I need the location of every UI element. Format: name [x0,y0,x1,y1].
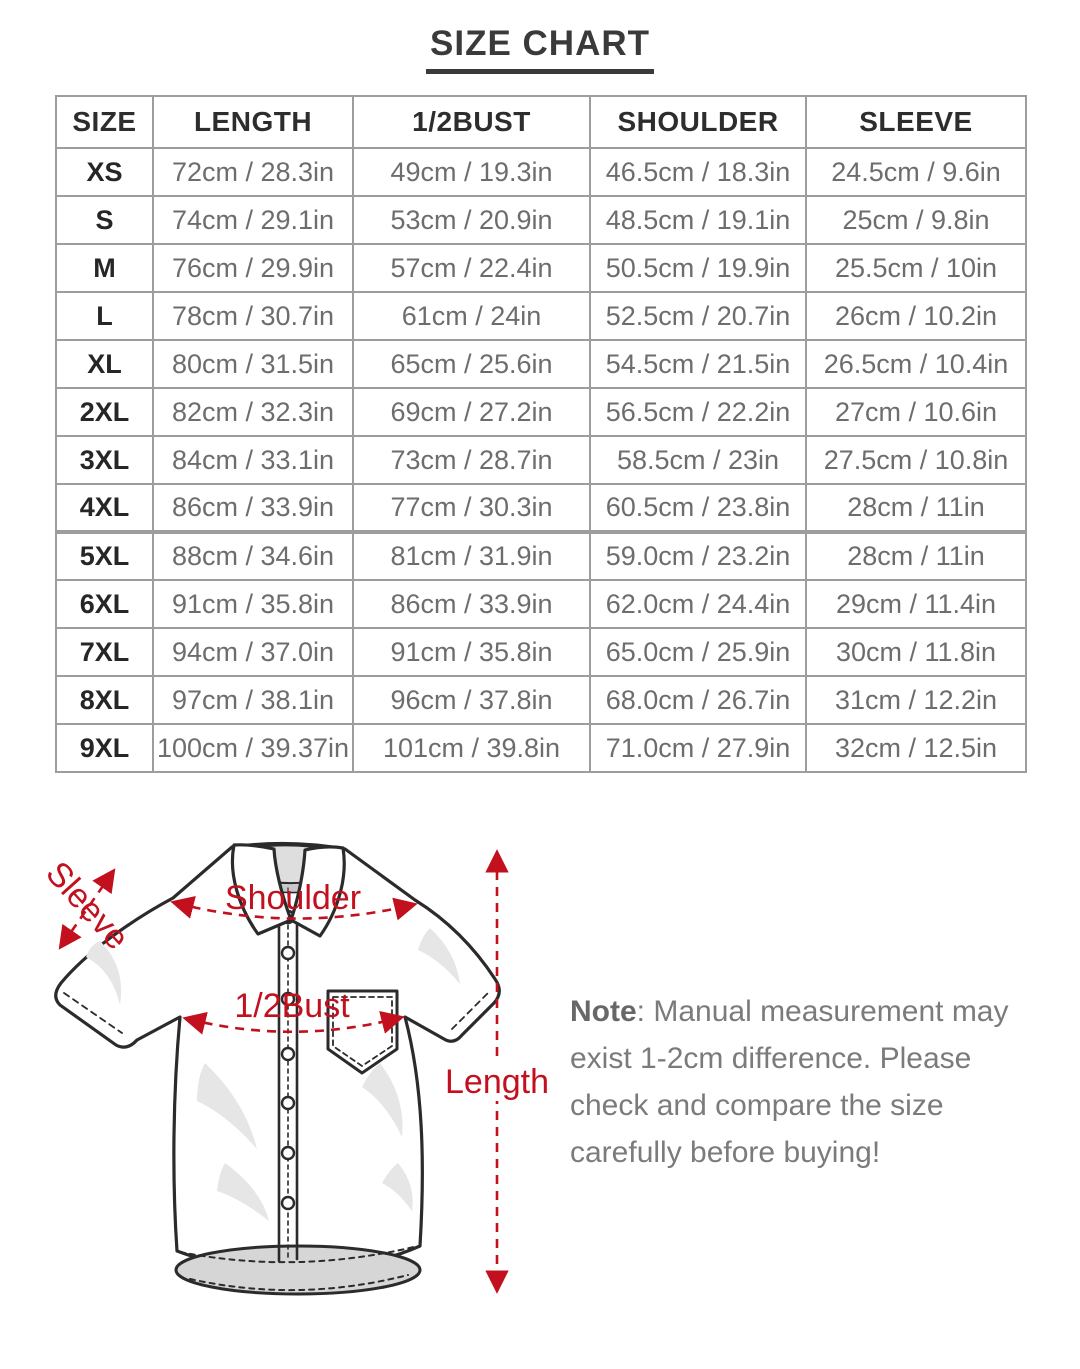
shoulder-cell: 46.5cm / 18.3in [589,147,807,197]
length-cell: 100cm / 39.37in [152,723,354,773]
shoulder-arrow [170,896,418,921]
shoulder-cell: 58.5cm / 23in [589,435,807,485]
size-cell: 9XL [55,723,154,773]
length-cell: 86cm / 33.9in [152,483,354,533]
half-bust-cell: 91cm / 35.8in [352,627,591,677]
column-header-size: SIZE [55,95,154,149]
size-cell: M [55,243,154,293]
size-row-4xl: 4XL 86cm / 33.9in 77cm / 30.3in 60.5cm / 23… [55,483,1027,533]
page-title-wrap: SIZE CHART [0,24,1080,74]
size-row-7xl: 7XL 94cm / 37.0in 91cm / 35.8in 65.0cm / 25… [55,627,1027,677]
sleeve-cell: 31cm / 12.2in [805,675,1027,725]
size-cell: XS [55,147,154,197]
length-cell: 78cm / 30.7in [152,291,354,341]
half-bust-cell: 96cm / 37.8in [352,675,591,725]
length-label: Length [445,1063,549,1101]
size-row-8xl: 8XL 97cm / 38.1in 96cm / 37.8in 68.0cm / 26… [55,675,1027,725]
size-row-m: M 76cm / 29.9in 57cm / 22.4in 50.5cm / 19.9… [55,243,1027,293]
shoulder-cell: 62.0cm / 24.4in [589,579,807,629]
length-cell: 82cm / 32.3in [152,387,354,437]
half-bust-cell: 101cm / 39.8in [352,723,591,773]
size-row-6xl: 6XL 91cm / 35.8in 86cm / 33.9in 62.0cm / 24… [55,579,1027,629]
note-label: Note [570,995,637,1028]
size-row-3xl: 3XL 84cm / 33.1in 73cm / 28.7in 58.5cm / 23… [55,435,1027,485]
size-row-5xl: 5XL 88cm / 34.6in 81cm / 31.9in 59.0cm / 23… [55,530,1027,581]
size-row-xs: XS 72cm / 28.3in 49cm / 19.3in 46.5cm / 18.… [55,147,1027,197]
page-title: SIZE CHART [426,24,654,74]
measurement-note: Note: Manual measurement may exist 1-2cm… [570,988,1052,1176]
sleeve-cell: 24.5cm / 9.6in [805,147,1027,197]
length-cell: 91cm / 35.8in [152,579,354,629]
size-row-s: S 74cm / 29.1in 53cm / 20.9in 48.5cm / 19.1… [55,195,1027,245]
length-cell: 74cm / 29.1in [152,195,354,245]
shoulder-cell: 48.5cm / 19.1in [589,195,807,245]
size-cell: S [55,195,154,245]
shoulder-cell: 65.0cm / 25.9in [589,627,807,677]
size-cell: L [55,291,154,341]
sleeve-cell: 26.5cm / 10.4in [805,339,1027,389]
length-cell: 84cm / 33.1in [152,435,354,485]
note-text: : Manual measurement may exist 1-2cm dif… [570,995,1009,1169]
size-row-xl: XL 80cm / 31.5in 65cm / 25.6in 54.5cm / 21.… [55,339,1027,389]
shoulder-cell: 52.5cm / 20.7in [589,291,807,341]
sleeve-cell: 25.5cm / 10in [805,243,1027,293]
size-cell: 8XL [55,675,154,725]
column-header-sleeve: SLEEVE [805,95,1027,149]
shoulder-cell: 60.5cm / 23.8in [589,483,807,533]
half-bust-cell: 73cm / 28.7in [352,435,591,485]
length-cell: 88cm / 34.6in [152,530,354,581]
shirt-measurement-diagram: Shoulder 1/2Bust Sleeve Length [38,841,549,1296]
size-table-body: XS 72cm / 28.3in 49cm / 19.3in 46.5cm / 18.… [55,147,1027,773]
half-bust-label: 1/2Bust [234,987,350,1025]
shoulder-label: Shoulder [225,879,361,917]
half-bust-cell: 81cm / 31.9in [352,530,591,581]
half-bust-cell: 49cm / 19.3in [352,147,591,197]
column-header-shoulder: SHOULDER [589,95,807,149]
half-bust-cell: 61cm / 24in [352,291,591,341]
sleeve-cell: 25cm / 9.8in [805,195,1027,245]
sleeve-label: Sleeve [38,854,136,957]
column-header-length: LENGTH [152,95,354,149]
length-cell: 80cm / 31.5in [152,339,354,389]
shoulder-cell: 71.0cm / 27.9in [589,723,807,773]
size-row-l: L 78cm / 30.7in 61cm / 24in 52.5cm / 20.7in… [55,291,1027,341]
size-cell: 5XL [55,530,154,581]
half-bust-cell: 65cm / 25.6in [352,339,591,389]
sleeve-cell: 29cm / 11.4in [805,579,1027,629]
shoulder-cell: 59.0cm / 23.2in [589,530,807,581]
sleeve-cell: 28cm / 11in [805,483,1027,533]
size-cell: 6XL [55,579,154,629]
size-cell: 2XL [55,387,154,437]
shoulder-cell: 68.0cm / 26.7in [589,675,807,725]
shoulder-cell: 54.5cm / 21.5in [589,339,807,389]
half-bust-cell: 77cm / 30.3in [352,483,591,533]
header-row: SIZE LENGTH 1/2BUST SHOULDER SLEEVE [55,95,1027,149]
column-header-1-2bust: 1/2BUST [352,95,591,149]
sleeve-cell: 32cm / 12.5in [805,723,1027,773]
size-row-2xl: 2XL 82cm / 32.3in 69cm / 27.2in 56.5cm / 22… [55,387,1027,437]
size-row-9xl: 9XL 100cm / 39.37in 101cm / 39.8in 71.0cm /… [55,723,1027,773]
size-cell: XL [55,339,154,389]
sleeve-cell: 28cm / 11in [805,530,1027,581]
sleeve-cell: 30cm / 11.8in [805,627,1027,677]
half-bust-cell: 53cm / 20.9in [352,195,591,245]
size-cell: 3XL [55,435,154,485]
half-bust-cell: 57cm / 22.4in [352,243,591,293]
size-table: SIZE LENGTH 1/2BUST SHOULDER SLEEVE XS 72cm /… [55,95,1027,773]
length-cell: 72cm / 28.3in [152,147,354,197]
sleeve-cell: 27.5cm / 10.8in [805,435,1027,485]
half-bust-cell: 69cm / 27.2in [352,387,591,437]
shoulder-cell: 56.5cm / 22.2in [589,387,807,437]
shoulder-cell: 50.5cm / 19.9in [589,243,807,293]
size-table-header: SIZE LENGTH 1/2BUST SHOULDER SLEEVE [55,95,1027,149]
size-cell: 4XL [55,483,154,533]
sleeve-cell: 27cm / 10.6in [805,387,1027,437]
length-cell: 94cm / 37.0in [152,627,354,677]
length-cell: 76cm / 29.9in [152,243,354,293]
half-bust-cell: 86cm / 33.9in [352,579,591,629]
length-cell: 97cm / 38.1in [152,675,354,725]
size-cell: 7XL [55,627,154,677]
sleeve-cell: 26cm / 10.2in [805,291,1027,341]
